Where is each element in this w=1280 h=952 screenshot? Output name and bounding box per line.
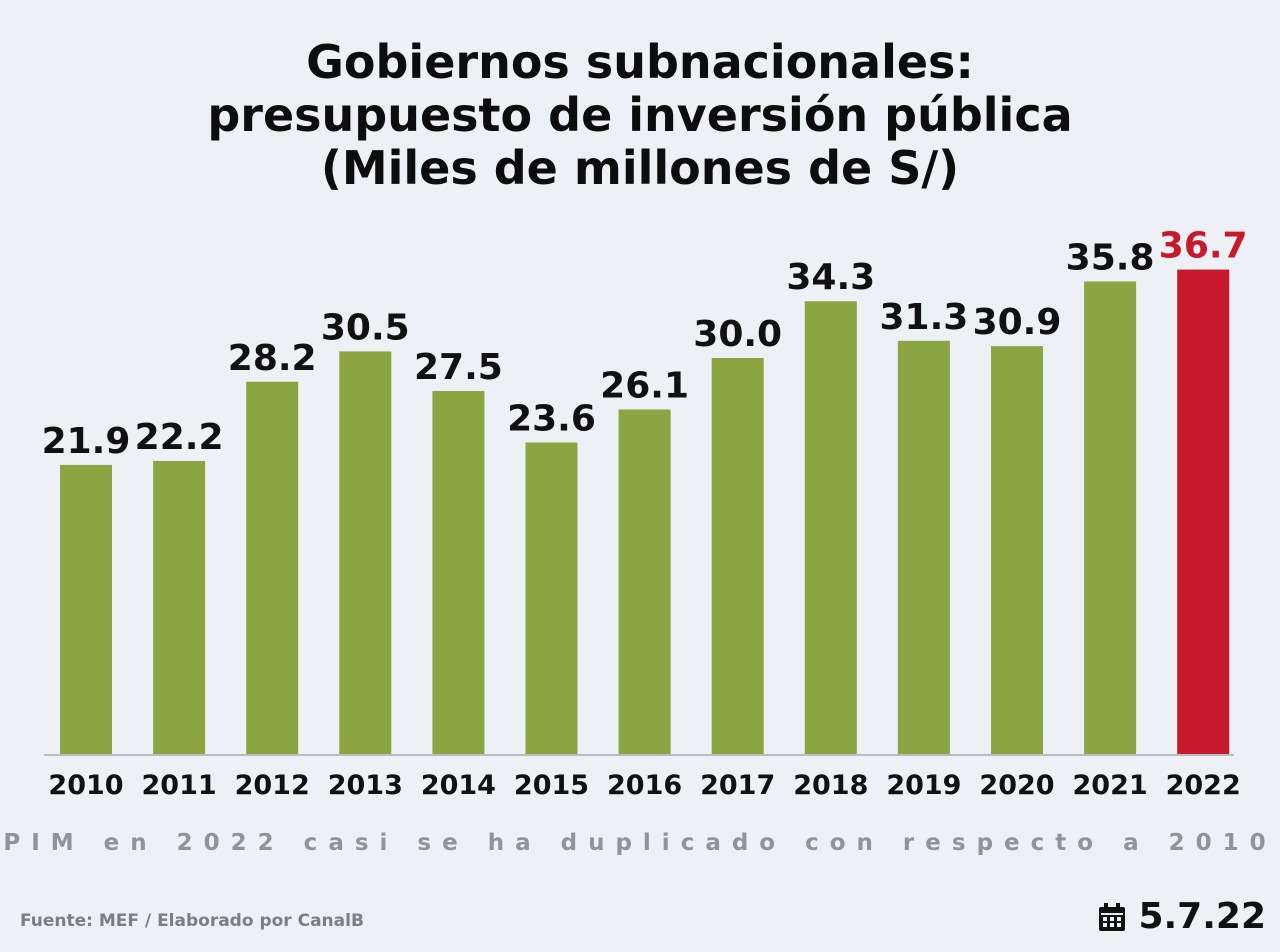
value-label-2014: 27.5 [414, 347, 503, 388]
bar-2013 [339, 351, 392, 754]
title-line-2: presupuesto de inversión pública [207, 88, 1073, 142]
value-label-2021: 35.8 [1066, 237, 1155, 278]
x-tick-label-2010: 2010 [48, 770, 123, 801]
value-label-2019: 31.3 [879, 297, 968, 338]
x-tick-label-2017: 2017 [700, 770, 775, 801]
bar-2018 [804, 301, 857, 754]
x-tick-label-2018: 2018 [793, 770, 868, 801]
date-text: 5.7.22 [1138, 896, 1266, 937]
value-label-2020: 30.9 [973, 302, 1062, 343]
bar-2015 [525, 442, 578, 754]
x-tick-label-2012: 2012 [235, 770, 310, 801]
value-labels-group: 21.9 22.228.230.527.523.626.130.034.331.3… [42, 226, 1248, 462]
bar-chart: 21.9 22.228.230.527.523.626.130.034.331.3… [42, 226, 1248, 801]
bar-2019 [897, 340, 950, 754]
x-tick-label-2014: 2014 [421, 770, 496, 801]
bar-2012 [246, 381, 299, 754]
x-tick-label-2021: 2021 [1073, 770, 1148, 801]
value-label-2018: 34.3 [786, 257, 875, 298]
x-tick-label-2015: 2015 [514, 770, 589, 801]
value-label-2017: 30.0 [693, 314, 782, 355]
x-tick-label-2019: 2019 [886, 770, 961, 801]
value-label-2015: 23.6 [507, 398, 596, 439]
bar-2022 [1177, 269, 1230, 754]
x-tick-label-2013: 2013 [328, 770, 403, 801]
bar-2014 [432, 391, 485, 754]
bars-group [60, 269, 1230, 754]
chart-title: Gobiernos subnacionales: presupuesto de … [0, 36, 1280, 195]
value-label-2022: 36.7 [1159, 226, 1248, 267]
source-note: Fuente: MEF / Elaborado por CanalB [20, 911, 364, 931]
x-tick-label-2022: 2022 [1166, 770, 1241, 801]
value-label-2016: 26.1 [600, 365, 689, 406]
value-label-2011: 22.2 [135, 417, 224, 458]
bar-2011 [153, 460, 206, 754]
subtitle-note: PIM en 2022 casi se ha duplicado con res… [3, 830, 1277, 856]
bar-2017 [711, 358, 764, 754]
title-line-1: Gobiernos subnacionales: [306, 35, 974, 89]
x-tick-label-2011: 2011 [142, 770, 217, 801]
title-line-3: (Miles de millones de S/) [320, 141, 960, 195]
x-tick-label-2016: 2016 [607, 770, 682, 801]
value-label-2012: 28.2 [228, 338, 317, 379]
value-label-2013: 30.5 [321, 307, 410, 348]
x-tick-labels-group: 2010 2011 2012 2013 2014 2015 2016 2017 2018 2019… [48, 770, 1240, 801]
value-label-2010: 21.9 [42, 421, 131, 462]
x-tick-label-2020: 2020 [979, 770, 1054, 801]
bar-2010 [60, 464, 112, 754]
bar-2016 [618, 409, 671, 754]
bar-2020 [991, 346, 1043, 754]
bar-2021 [1084, 281, 1137, 754]
date-stamp: 5.7.22 [1096, 896, 1266, 937]
calendar-icon [1099, 902, 1126, 931]
